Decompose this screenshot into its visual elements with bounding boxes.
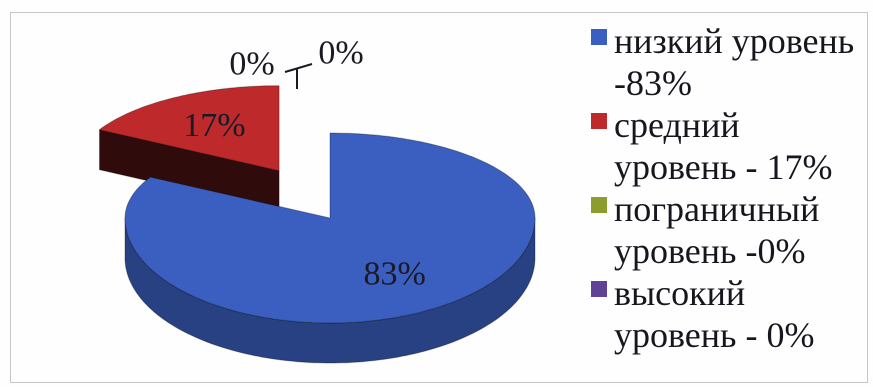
legend-swatch (591, 281, 607, 297)
pie-slice-side (124, 217, 536, 364)
pie-slice (99, 85, 280, 212)
legend-label: средний уровень - 17% (614, 105, 833, 187)
pie-slice (124, 132, 536, 364)
data-label: 17% (183, 107, 245, 144)
pie-data-labels: 83% 17% 0% 0% (183, 35, 426, 293)
data-label: 0% (318, 35, 363, 72)
pie-slices (99, 85, 536, 364)
legend-item: пограничный уровень -0% (591, 188, 870, 272)
data-label: 83% (364, 256, 426, 293)
legend-swatch (591, 29, 607, 45)
pie-slice-top (99, 85, 280, 172)
leader-line (284, 63, 313, 73)
pie-slice-top (124, 132, 536, 324)
legend-item: низкий уровень -83% (591, 20, 870, 104)
legend-item: высокий уровень - 0% (591, 272, 870, 356)
pie-slice-cut-face (99, 129, 280, 212)
legend-label: пограничный уровень -0% (614, 189, 820, 271)
chart-legend: низкий уровень -83% средний уровень - 17… (591, 20, 870, 356)
data-label: 0% (229, 46, 274, 83)
legend-swatch (591, 113, 607, 129)
chart-frame (10, 12, 868, 383)
legend-label: низкий уровень -83% (614, 21, 855, 103)
legend-item: средний уровень - 17% (591, 104, 870, 188)
legend-swatch (591, 197, 607, 213)
legend-label: высокий уровень - 0% (614, 273, 815, 355)
